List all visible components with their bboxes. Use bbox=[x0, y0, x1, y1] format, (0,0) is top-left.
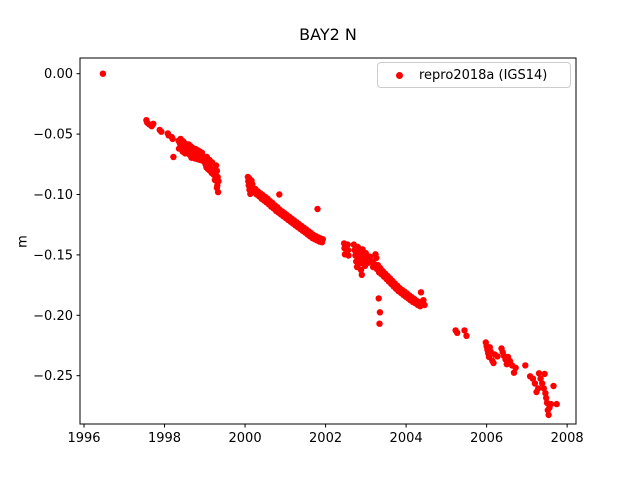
x-tick-label: 2006 bbox=[470, 431, 503, 446]
y-tick-label: −0.20 bbox=[33, 309, 73, 324]
legend-label: repro2018a (IGS14) bbox=[419, 67, 548, 83]
x-tick-label: 2002 bbox=[309, 431, 342, 446]
x-tick-label: 2000 bbox=[229, 431, 262, 446]
x-tick-label: 2004 bbox=[390, 431, 423, 446]
y-tick-label: 0.00 bbox=[44, 67, 73, 82]
x-tick-label: 1996 bbox=[67, 431, 100, 446]
x-tick-label: 1998 bbox=[148, 431, 181, 446]
y-axis-ticks: 0.00 −0.05 −0.10 −0.15 −0.20 −0.25 bbox=[33, 67, 80, 384]
scatter-points bbox=[99, 70, 560, 419]
legend: repro2018a (IGS14) bbox=[377, 62, 571, 88]
axes-frame bbox=[79, 57, 577, 425]
y-axis-label: m bbox=[15, 235, 31, 248]
y-tick-label: −0.15 bbox=[33, 248, 73, 263]
chart-title: BAY2 N bbox=[299, 25, 357, 44]
y-tick-label: −0.10 bbox=[33, 188, 73, 203]
y-tick-label: −0.25 bbox=[33, 369, 73, 384]
x-axis-ticks: 1996 1998 2000 2002 2004 2006 2008 bbox=[67, 424, 584, 446]
legend-marker-dot bbox=[396, 71, 403, 79]
x-tick-label: 2008 bbox=[551, 431, 584, 446]
y-tick-label: −0.05 bbox=[33, 128, 73, 143]
